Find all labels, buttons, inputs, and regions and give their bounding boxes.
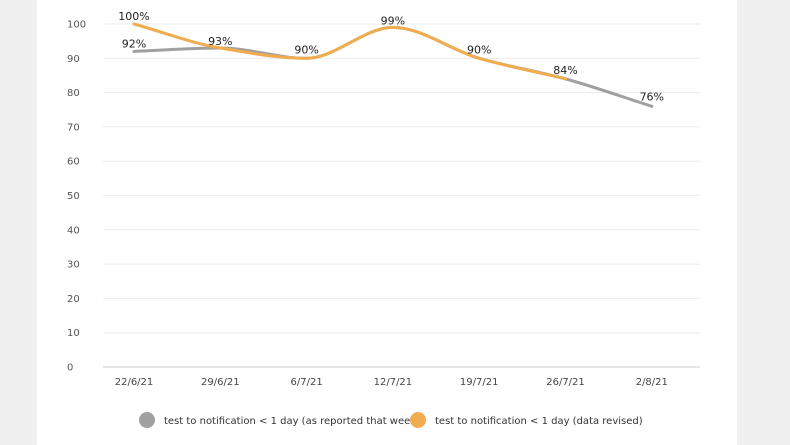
y-tick-label: 50 <box>67 191 80 202</box>
y-tick-label: 70 <box>67 122 80 133</box>
chart-card <box>37 0 737 445</box>
x-tick-label: 6/7/21 <box>291 377 323 388</box>
x-axis: 22/6/21 29/6/21 6/7/21 12/7/21 19/7/21 26/7/2… <box>115 377 668 388</box>
y-tick-label: 90 <box>67 54 80 65</box>
x-tick-label: 26/7/21 <box>546 377 585 388</box>
legend: test to notification < 1 day (as reporte… <box>139 412 643 428</box>
grid <box>103 23 700 368</box>
legend-item-1[interactable]: test to notification < 1 day (as reporte… <box>139 412 420 428</box>
x-tick-label: 29/6/21 <box>201 377 240 388</box>
data-labels: 100% 92% 93% 90% 99% 90% 84% 76% <box>118 10 664 103</box>
x-tick-label: 2/8/21 <box>636 377 668 388</box>
y-tick-label: 30 <box>67 260 80 271</box>
x-tick-label: 19/7/21 <box>460 377 499 388</box>
y-tick-label: 0 <box>67 363 73 374</box>
legend-item-2[interactable]: test to notification < 1 day (data revis… <box>410 412 643 428</box>
y-tick-label: 20 <box>67 294 80 305</box>
data-label: 92% <box>122 37 146 50</box>
legend-label: test to notification < 1 day (data revis… <box>435 416 643 427</box>
y-tick-label: 100 <box>67 20 86 31</box>
series-line-2 <box>132 22 567 81</box>
data-label: 76% <box>640 90 664 103</box>
data-label: 93% <box>208 35 232 48</box>
y-tick-label: 60 <box>67 157 80 168</box>
y-axis: 0 10 20 30 40 50 60 70 80 90 100 <box>67 20 86 374</box>
data-label: 84% <box>553 64 577 77</box>
x-tick-label: 22/6/21 <box>115 377 154 388</box>
legend-label: test to notification < 1 day (as reporte… <box>164 416 420 427</box>
x-tick-label: 12/7/21 <box>374 377 413 388</box>
data-label: 99% <box>381 14 405 27</box>
y-tick-label: 10 <box>67 328 80 339</box>
data-label: 90% <box>467 43 491 56</box>
y-tick-label: 80 <box>67 88 80 99</box>
data-label: 100% <box>118 10 149 23</box>
legend-marker <box>139 412 155 428</box>
y-tick-label: 40 <box>67 225 80 236</box>
legend-marker <box>410 412 426 428</box>
data-label: 90% <box>294 43 318 56</box>
series-lines <box>132 22 654 108</box>
